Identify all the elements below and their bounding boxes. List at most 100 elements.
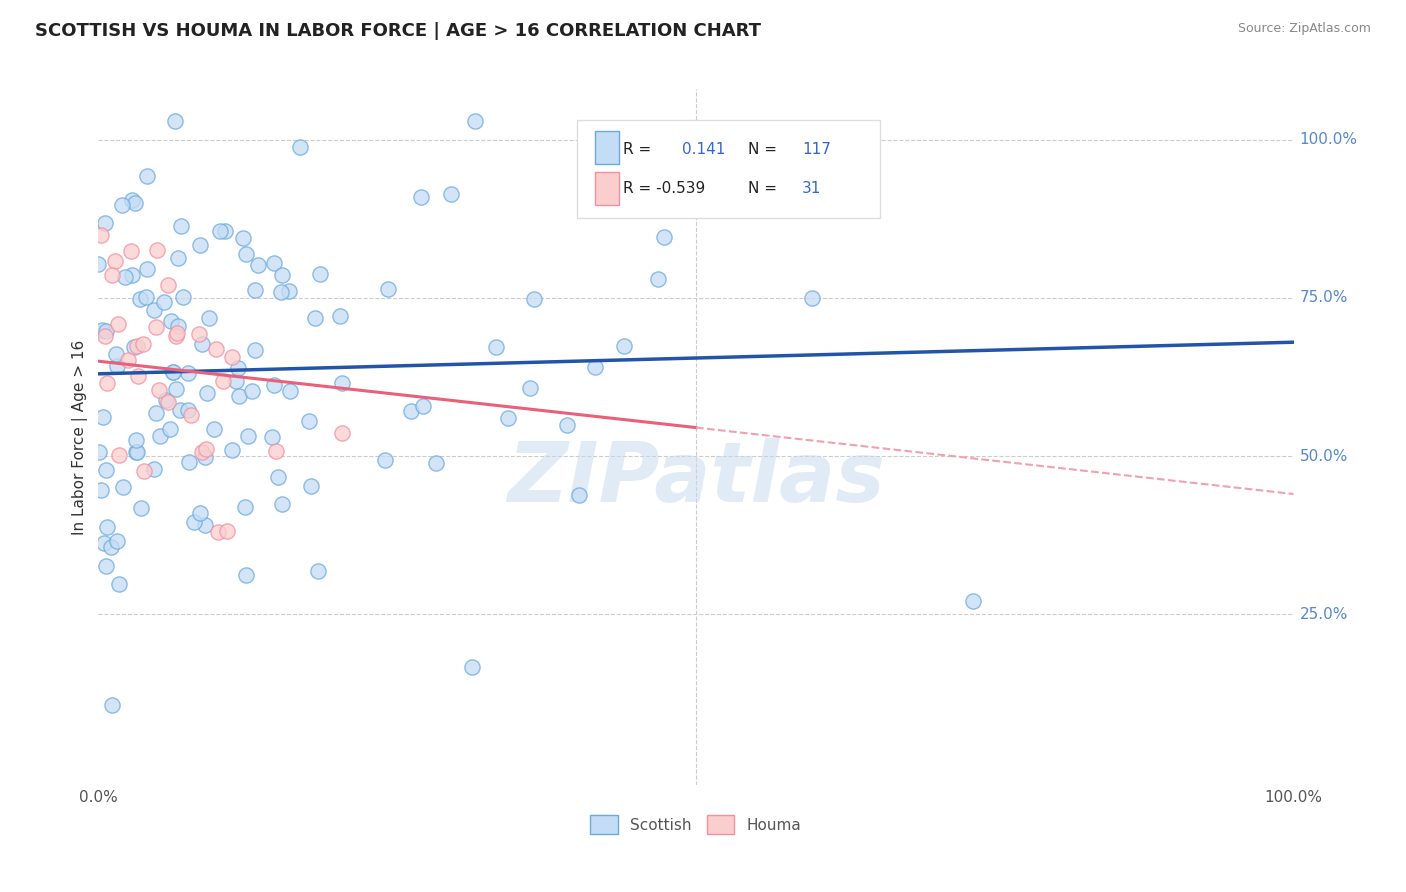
Point	[176, 403, 198, 417]
Point	[153, 294, 176, 309]
Point	[163, 113, 186, 128]
Point	[194, 450, 217, 464]
Text: 75.0%: 75.0%	[1299, 291, 1348, 305]
Point	[145, 319, 167, 334]
Point	[188, 506, 211, 520]
Point	[149, 429, 172, 443]
Point	[93, 536, 115, 550]
Point	[188, 327, 211, 342]
Point	[271, 268, 294, 283]
Point	[235, 246, 257, 260]
Point	[197, 311, 219, 326]
Point	[94, 216, 117, 230]
Point	[87, 258, 110, 272]
Point	[89, 445, 111, 459]
Point	[270, 498, 292, 512]
Point	[298, 414, 321, 428]
Point	[183, 516, 205, 530]
Point	[105, 533, 128, 548]
Point	[105, 359, 128, 373]
Point	[461, 660, 484, 674]
Point	[329, 310, 352, 324]
Point	[308, 267, 330, 281]
Point	[155, 392, 177, 407]
Text: 0.141: 0.141	[682, 142, 725, 157]
Point	[127, 369, 149, 384]
Point	[108, 448, 131, 462]
Text: 117: 117	[803, 142, 831, 157]
Point	[191, 336, 214, 351]
Point	[121, 268, 143, 283]
Point	[330, 376, 353, 390]
Point	[307, 564, 329, 578]
Point	[304, 310, 326, 325]
Point	[93, 328, 115, 343]
Point	[678, 147, 700, 161]
Point	[260, 430, 283, 444]
Point	[117, 352, 139, 367]
Point	[523, 292, 546, 306]
Point	[127, 339, 149, 353]
Point	[194, 517, 217, 532]
Point	[91, 409, 114, 424]
Point	[412, 399, 434, 413]
Point	[278, 384, 301, 398]
Point	[225, 374, 247, 388]
Point	[148, 383, 170, 397]
Point	[96, 376, 118, 390]
Point	[90, 227, 112, 242]
Point	[160, 314, 183, 328]
Text: 25.0%: 25.0%	[1299, 607, 1348, 622]
Point	[156, 395, 179, 409]
Point	[169, 403, 191, 417]
Text: ZIPatlas: ZIPatlas	[508, 438, 884, 519]
Point	[801, 292, 824, 306]
Point	[264, 444, 287, 458]
Point	[330, 426, 353, 441]
Point	[100, 540, 122, 554]
Point	[425, 456, 447, 470]
Point	[107, 577, 129, 591]
Text: 31: 31	[803, 181, 821, 196]
Point	[167, 251, 190, 265]
Point	[179, 455, 201, 469]
Point	[114, 269, 136, 284]
Point	[228, 389, 250, 403]
Point	[214, 224, 236, 238]
Point	[162, 366, 184, 380]
Point	[202, 422, 225, 436]
Point	[207, 524, 229, 539]
Point	[263, 377, 285, 392]
Text: 50.0%: 50.0%	[1299, 449, 1348, 464]
Point	[166, 329, 188, 343]
Point	[172, 290, 194, 304]
Point	[409, 189, 432, 203]
Point	[519, 381, 541, 395]
Point	[125, 444, 148, 458]
Point	[125, 445, 148, 459]
Point	[143, 302, 166, 317]
Point	[132, 337, 155, 351]
Point	[101, 698, 124, 713]
Point	[135, 169, 157, 183]
Point	[299, 479, 322, 493]
Point	[121, 194, 143, 208]
Point	[195, 385, 218, 400]
Text: N =: N =	[748, 142, 778, 157]
Point	[583, 359, 606, 374]
Point	[277, 285, 299, 299]
Point	[221, 443, 243, 458]
Point	[159, 422, 181, 436]
Point	[157, 278, 180, 293]
Point	[191, 445, 214, 459]
Text: Source: ZipAtlas.com: Source: ZipAtlas.com	[1237, 22, 1371, 36]
Text: N =: N =	[748, 181, 778, 196]
Point	[165, 382, 187, 396]
Point	[91, 322, 114, 336]
Point	[647, 272, 669, 286]
Point	[94, 463, 117, 477]
Point	[555, 417, 578, 432]
Point	[613, 338, 636, 352]
Point	[170, 219, 193, 234]
Point	[101, 268, 124, 282]
